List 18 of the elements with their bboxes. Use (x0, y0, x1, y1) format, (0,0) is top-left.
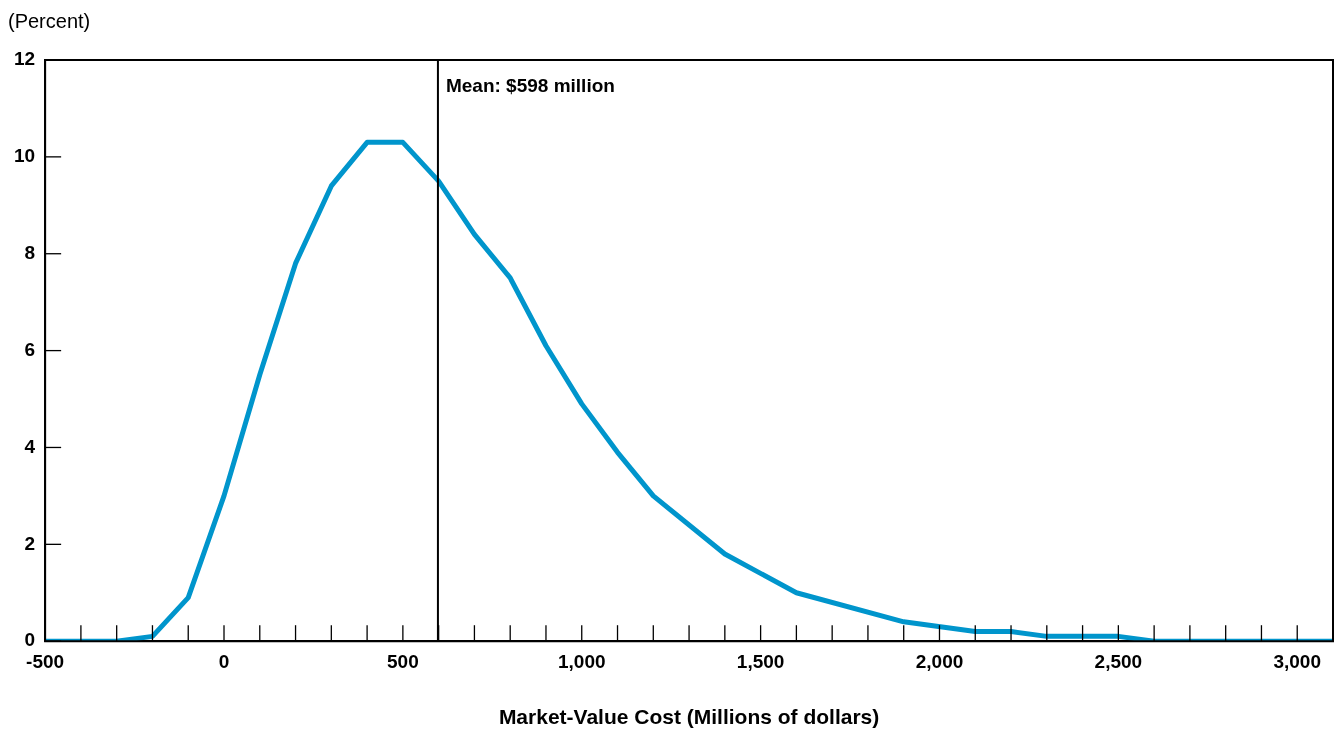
x-tick-label: -500 (26, 650, 65, 672)
x-tick-label: 3,000 (1273, 650, 1321, 672)
x-tick-label: 2,000 (915, 650, 964, 672)
y-tick-label: 2 (24, 532, 36, 554)
y-tick-label: 10 (13, 145, 36, 167)
x-tick-label: 1,000 (557, 650, 606, 672)
y-axis-title: (Percent) (8, 9, 91, 32)
x-axis-title: Market-Value Cost (Millions of dollars) (498, 704, 880, 728)
x-tick-label: 1,500 (736, 650, 785, 672)
y-tick-label: 0 (24, 629, 36, 651)
ref-line-label: Mean: $598 million (445, 75, 615, 97)
x-tick-label: 2,500 (1094, 650, 1143, 672)
y-tick-label: 8 (24, 241, 36, 263)
y-tick-label: 4 (24, 435, 36, 457)
y-tick-label: 6 (24, 338, 36, 360)
x-tick-label: 500 (387, 650, 419, 672)
x-tick-label: 0 (218, 650, 230, 672)
y-tick-label: 12 (13, 48, 36, 70)
